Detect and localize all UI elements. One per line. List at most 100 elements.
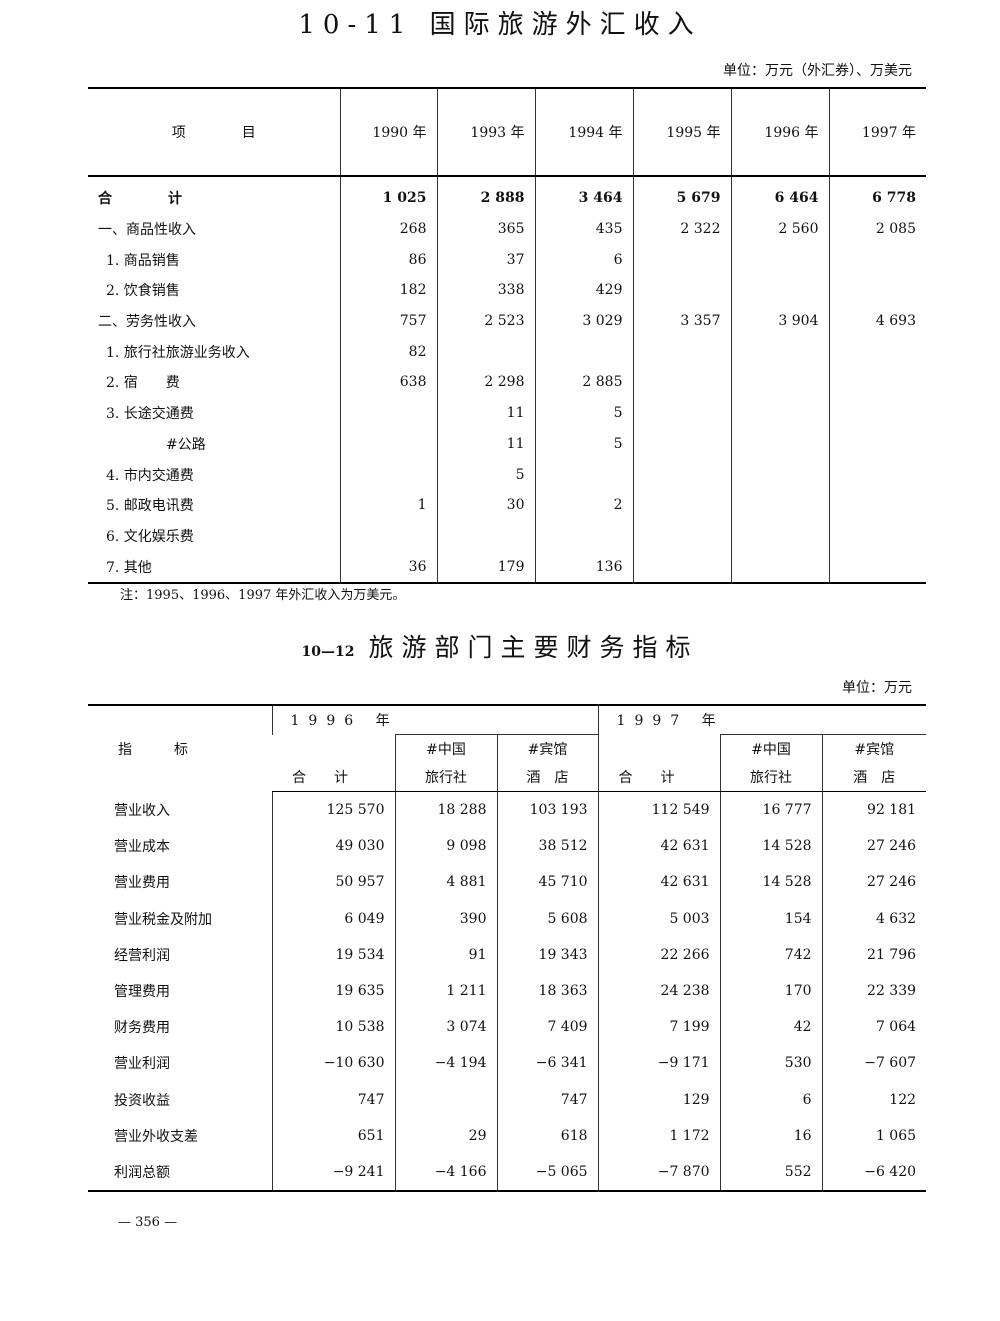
cell-value xyxy=(394,1081,497,1118)
cell-value xyxy=(534,459,633,490)
table-row: 管理费用 19 635 1 211 18 363 24 238 170 22 339 xyxy=(88,972,927,1010)
cell-value: −7 870 xyxy=(597,1153,721,1192)
cell-value: −4 194 xyxy=(394,1045,497,1082)
cell-value: 1 025 xyxy=(339,176,437,214)
cell-value: 30 xyxy=(436,489,535,521)
cell-value xyxy=(534,336,633,368)
cell-value: 16 xyxy=(719,1117,823,1154)
year-header: 1996 年 xyxy=(271,705,599,735)
row-label: 二、劳务性收入 xyxy=(98,314,196,331)
year-header: 1997 年 xyxy=(597,705,927,735)
cell-value: 4 632 xyxy=(821,900,927,937)
cell-value xyxy=(730,428,829,460)
row-label: 营业收入 xyxy=(114,802,170,819)
cell-value: −4 166 xyxy=(394,1153,497,1192)
cell-value: 27 246 xyxy=(821,828,927,865)
cell-value: −9 241 xyxy=(271,1153,395,1192)
header-row-years: 指 标 1996 年 1997 年 xyxy=(88,705,927,758)
table1: 项 目 1990 年 1993 年 1994 年 1995 年 1996 年 1997 年 … xyxy=(88,87,926,584)
column-header: 1997 年 xyxy=(828,88,926,177)
cell-value: 6 464 xyxy=(730,176,829,214)
cell-value xyxy=(828,244,926,276)
cell-value xyxy=(632,367,731,398)
row-label: 营业费用 xyxy=(114,875,170,892)
row-label: #公路 xyxy=(166,436,206,453)
row-label: 管理费用 xyxy=(114,984,170,1001)
cell-value xyxy=(730,459,829,490)
cell-value: 18 363 xyxy=(496,972,599,1010)
cell-value: 86 xyxy=(339,244,437,276)
cell-value: 6 049 xyxy=(271,900,395,937)
cell-value xyxy=(730,489,829,521)
cell-value: 429 xyxy=(534,275,633,306)
cell-value: 122 xyxy=(821,1081,927,1118)
table-row: #公路 11 5 xyxy=(88,428,926,460)
sub-header-bottom: 酒 店 xyxy=(821,763,927,792)
cell-value: −10 630 xyxy=(271,1045,395,1082)
row-label: 4. 市内交通费 xyxy=(106,467,194,484)
row-label: 1. 旅行社旅游业务收入 xyxy=(106,344,250,361)
table-row: 营业收入 125 570 18 288 103 193 112 549 16 777 92 … xyxy=(88,791,927,829)
cell-value: 7 064 xyxy=(821,1009,927,1046)
cell-value: 42 631 xyxy=(597,828,721,865)
cell-value xyxy=(730,397,829,429)
row-label: 营业税金及附加 xyxy=(114,911,212,928)
cell-value: 365 xyxy=(436,213,535,245)
cell-value: 1 211 xyxy=(394,972,497,1010)
table-row: 财务费用 10 538 3 074 7 409 7 199 42 7 064 xyxy=(88,1009,927,1046)
cell-value: −7 607 xyxy=(821,1045,927,1082)
table-row: 7. 其他 36 179 136 xyxy=(88,551,926,583)
cell-value: 136 xyxy=(534,551,633,583)
cell-value: 3 074 xyxy=(394,1009,497,1046)
row-label: 2. 饮食销售 xyxy=(106,283,180,300)
cell-value: 11 xyxy=(436,428,535,460)
cell-value: 3 904 xyxy=(730,305,829,337)
sub-header-top xyxy=(597,734,721,763)
table-row: 1. 商品销售 86 37 6 xyxy=(88,244,926,276)
cell-value: 82 xyxy=(339,336,437,368)
cell-value: 49 030 xyxy=(271,828,395,865)
table-row: 一、商品性收入 268 365 435 2 322 2 560 2 085 xyxy=(88,213,926,245)
cell-value xyxy=(828,336,926,368)
cell-value xyxy=(730,551,829,583)
cell-value: 170 xyxy=(719,972,823,1010)
cell-value xyxy=(436,336,535,368)
row-label: 3. 长途交通费 xyxy=(106,406,194,423)
cell-value: 552 xyxy=(719,1153,823,1192)
cell-value xyxy=(339,428,437,460)
row-label: 1. 商品销售 xyxy=(106,252,180,269)
table2-title: 10—12 旅游部门主要财务指标 xyxy=(0,628,1000,664)
table-row: 合 计 1 025 2 888 3 464 5 679 6 464 6 778 xyxy=(88,176,926,214)
cell-value: 9 098 xyxy=(394,828,497,865)
row-label: 一、商品性收入 xyxy=(98,222,196,239)
sub-header-top: #宾馆 xyxy=(496,734,599,763)
cell-value: 338 xyxy=(436,275,535,306)
cell-value: 27 246 xyxy=(821,864,927,901)
cell-value: 19 635 xyxy=(271,972,395,1010)
cell-value: 2 xyxy=(534,489,633,521)
cell-value: 5 608 xyxy=(496,900,599,937)
cell-value xyxy=(436,520,535,552)
table-row: 6. 文化娱乐费 xyxy=(88,520,926,552)
cell-value xyxy=(534,520,633,552)
cell-value: 38 512 xyxy=(496,828,599,865)
cell-value: 5 003 xyxy=(597,900,721,937)
table-row: 营业费用 50 957 4 881 45 710 42 631 14 528 27 246 xyxy=(88,864,927,901)
cell-value xyxy=(632,459,731,490)
cell-value: 7 409 xyxy=(496,1009,599,1046)
cell-value: 29 xyxy=(394,1117,497,1154)
table-row: 3. 长途交通费 11 5 xyxy=(88,397,926,429)
cell-value: 50 957 xyxy=(271,864,395,901)
cell-value: 5 xyxy=(534,397,633,429)
cell-value: 530 xyxy=(719,1045,823,1082)
cell-value: 435 xyxy=(534,213,633,245)
cell-value: 182 xyxy=(339,275,437,306)
table-row: 二、劳务性收入 757 2 523 3 029 3 357 3 904 4 693 xyxy=(88,305,926,337)
header-row-sub-bottom: 合 计旅行社酒 店合 计旅行社酒 店 xyxy=(88,763,927,792)
cell-value: 618 xyxy=(496,1117,599,1154)
cell-value: 638 xyxy=(339,367,437,398)
cell-value xyxy=(632,520,731,552)
row-label: 营业利润 xyxy=(114,1056,170,1073)
cell-value xyxy=(632,336,731,368)
cell-value: 4 881 xyxy=(394,864,497,901)
